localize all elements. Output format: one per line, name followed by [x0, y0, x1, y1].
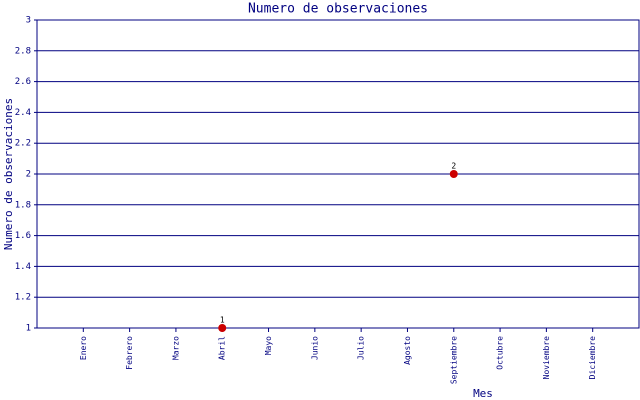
y-axis-label: Numero de observaciones	[2, 98, 15, 250]
y-tick-label: 1	[26, 324, 31, 334]
x-tick-label: Agosto	[403, 336, 412, 365]
plot-border	[36, 19, 640, 329]
y-tick-label: 1.8	[15, 200, 31, 210]
x-tick-label: Junio	[310, 336, 319, 360]
x-tick-label: Diciembre	[588, 336, 597, 380]
data-point	[218, 324, 227, 332]
data-point	[449, 170, 458, 178]
x-tick-label: Marzo	[171, 336, 180, 360]
x-tick-label: Mayo	[264, 336, 273, 355]
data-label: 1	[220, 316, 225, 325]
y-tick-label: 2.6	[15, 77, 31, 87]
y-tick-label: 3	[26, 16, 31, 26]
x-axis-label: Mes	[473, 387, 493, 400]
y-tick-label: 2.4	[15, 108, 31, 118]
x-tick-label: Julio	[357, 336, 366, 360]
x-tick-label: Febrero	[125, 336, 134, 370]
x-tick-label: Abril	[218, 336, 227, 360]
y-tick-label: 1.6	[15, 231, 31, 241]
x-tick-label: Septiembre	[449, 336, 458, 384]
data-label: 2	[451, 162, 456, 171]
x-tick-label: Octubre	[496, 336, 505, 370]
x-tick-label: Enero	[79, 336, 88, 360]
y-tick-label: 1.2	[15, 293, 31, 303]
y-tick-label: 2.2	[15, 139, 31, 149]
y-tick-label: 1.4	[15, 262, 31, 272]
y-tick-label: 2	[26, 170, 31, 180]
y-tick-label: 2.8	[15, 46, 31, 56]
chart-title: Numero de observaciones	[248, 2, 428, 17]
x-tick-label: Noviembre	[542, 336, 551, 380]
